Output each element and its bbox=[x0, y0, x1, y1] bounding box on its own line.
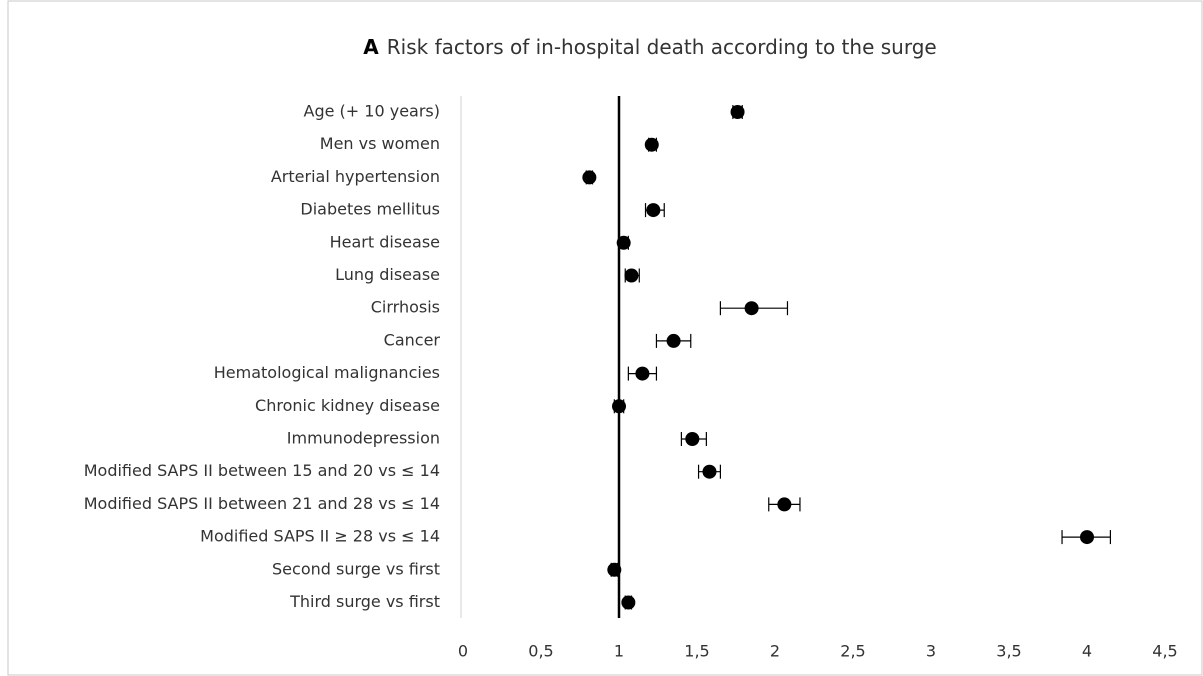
point-estimate bbox=[612, 399, 626, 414]
y-tick-label: Modified SAPS II between 15 and 20 vs ≤ … bbox=[84, 461, 440, 480]
panel-label: A bbox=[363, 35, 379, 59]
point-estimate bbox=[1080, 530, 1094, 545]
y-tick-label: Immunodepression bbox=[287, 429, 440, 448]
x-tick-label: 2,5 bbox=[840, 642, 865, 661]
x-tick-label: 4 bbox=[1082, 642, 1092, 661]
point-estimate bbox=[646, 203, 661, 218]
point-estimate bbox=[616, 235, 631, 250]
point-estimate bbox=[744, 301, 759, 316]
point-estimate bbox=[730, 105, 745, 119]
y-tick-label: Cancer bbox=[384, 330, 441, 349]
point-estimate bbox=[582, 170, 597, 185]
y-tick-label: Modified SAPS II ≥ 28 vs ≤ 14 bbox=[200, 527, 440, 546]
x-tick-label: 0 bbox=[458, 642, 468, 661]
x-tick-label: 0,5 bbox=[528, 642, 553, 661]
x-tick-label: 3,5 bbox=[996, 642, 1021, 661]
x-tick-label: 1,5 bbox=[684, 642, 709, 661]
point-estimate bbox=[644, 137, 659, 152]
y-tick-label: Heart disease bbox=[330, 232, 440, 251]
y-tick-label: Chronic kidney disease bbox=[255, 396, 440, 415]
point-estimate bbox=[624, 268, 639, 283]
y-tick-label: Hematological malignancies bbox=[214, 363, 440, 382]
point-estimate bbox=[666, 333, 681, 348]
title-text: Risk factors of in-hospital death accord… bbox=[387, 35, 937, 59]
chart-title: A Risk factors of in-hospital death accor… bbox=[363, 35, 936, 59]
x-tick-label: 4,5 bbox=[1152, 642, 1177, 661]
y-tick-label: Lung disease bbox=[335, 265, 440, 284]
frame bbox=[7, 0, 1203, 676]
point-estimate bbox=[621, 595, 636, 610]
x-tick-label: 1 bbox=[614, 642, 624, 661]
y-tick-label: Cirrhosis bbox=[371, 298, 440, 317]
point-estimate bbox=[607, 562, 622, 577]
y-tick-label: Second surge vs first bbox=[272, 559, 440, 578]
x-tick-label: 3 bbox=[926, 642, 936, 661]
y-tick-label: Arterial hypertension bbox=[271, 167, 440, 186]
y-tick-label: Age (+ 10 years) bbox=[304, 102, 440, 121]
y-tick-label: Men vs women bbox=[320, 134, 440, 153]
point-estimate bbox=[635, 366, 650, 381]
point-estimate bbox=[777, 497, 792, 512]
point-estimate bbox=[702, 464, 717, 479]
y-tick-label: Modified SAPS II between 21 and 28 vs ≤ … bbox=[84, 494, 440, 513]
x-tick-label: 2 bbox=[770, 642, 780, 661]
y-tick-label: Third surge vs first bbox=[289, 592, 440, 611]
y-tick-label: Diabetes mellitus bbox=[300, 200, 440, 219]
point-estimate bbox=[685, 432, 700, 446]
